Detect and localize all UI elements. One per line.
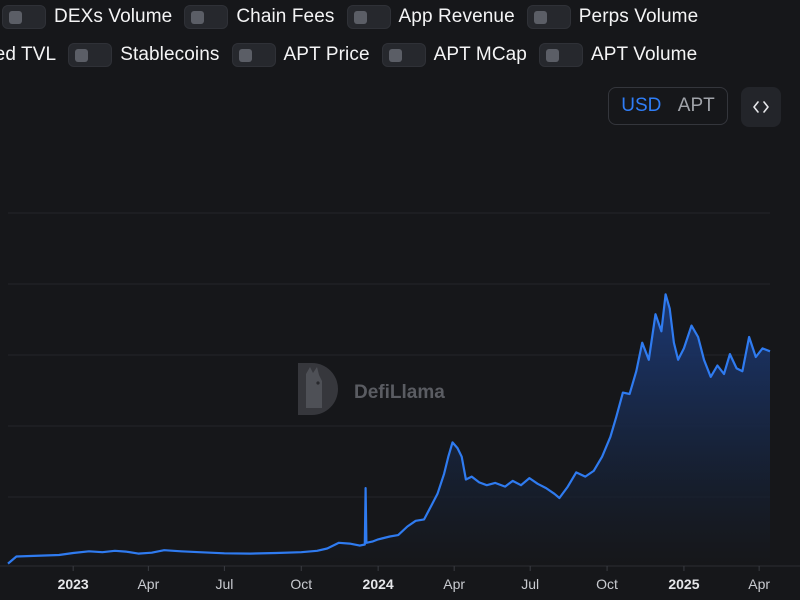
toggle-switch[interactable] — [346, 5, 391, 29]
toggle-label-partial[interactable]: ged TVL — [0, 44, 57, 65]
embed-code-button[interactable] — [741, 87, 781, 127]
x-tick-label: Apr — [137, 576, 159, 592]
toggle-label: APT Volume — [590, 44, 698, 65]
toggle-switch[interactable] — [231, 43, 276, 67]
tvl-series-line — [7, 293, 771, 565]
toggle-switch[interactable] — [526, 5, 571, 29]
currency-usd-button[interactable]: USD — [621, 95, 662, 116]
toggle-apt-price[interactable]: APT Price — [231, 43, 370, 67]
toggle-switch[interactable] — [2, 5, 46, 29]
toggle-apt-volume[interactable]: APT Volume — [538, 43, 698, 67]
x-tick-label: 2024 — [363, 576, 394, 592]
toggle-perps-volume[interactable]: Perps Volume — [526, 5, 699, 29]
toggle-switch[interactable] — [538, 43, 583, 67]
x-tick-label: 2025 — [668, 576, 699, 592]
toggle-label: Stablecoins — [120, 44, 220, 65]
x-tick-label: Jul — [521, 576, 539, 592]
x-tick-label: Apr — [443, 576, 465, 592]
tvl-area-fill — [8, 294, 770, 565]
toggle-label: Perps Volume — [578, 6, 699, 27]
toggle-app-revenue[interactable]: App Revenue — [346, 5, 515, 29]
toggle-stablecoins[interactable]: Stablecoins — [68, 43, 219, 67]
metric-toggles-row-2: ged TVL Stablecoins APT Price APT MCap A… — [0, 43, 709, 67]
toggle-switch[interactable] — [184, 5, 229, 29]
toggle-label: APT Price — [283, 44, 370, 65]
toggle-chain-fees[interactable]: Chain Fees — [184, 5, 334, 29]
toggle-apt-mcap[interactable]: APT MCap — [381, 43, 527, 67]
toggle-switch[interactable] — [381, 43, 426, 67]
toggle-dexs-volume[interactable]: DEXs Volume — [2, 5, 172, 29]
toggle-label: DEXs Volume — [54, 6, 173, 27]
x-tick-label: Oct — [290, 576, 312, 592]
x-tick-label: 2023 — [58, 576, 89, 592]
currency-selector: USD APT — [608, 87, 728, 125]
defillama-watermark: DefiLlama — [298, 363, 445, 415]
defillama-logo-icon — [298, 363, 338, 415]
code-icon — [753, 101, 769, 113]
toggle-label: App Revenue — [398, 6, 515, 27]
x-tick-label: Apr — [748, 576, 770, 592]
toggle-switch[interactable] — [68, 43, 113, 67]
toggle-label: APT MCap — [433, 44, 527, 65]
currency-apt-button[interactable]: APT — [677, 95, 715, 116]
toggle-label: Chain Fees — [236, 6, 335, 27]
x-axis-ticks: 2023 Apr Jul Oct 2024 Apr Jul Oct 2025 Apr — [58, 566, 770, 592]
x-tick-label: Jul — [215, 576, 233, 592]
metric-toggles-row-1: DEXs Volume Chain Fees App Revenue Perps… — [2, 5, 710, 29]
x-tick-label: Oct — [596, 576, 618, 592]
watermark-text: DefiLlama — [354, 382, 445, 403]
